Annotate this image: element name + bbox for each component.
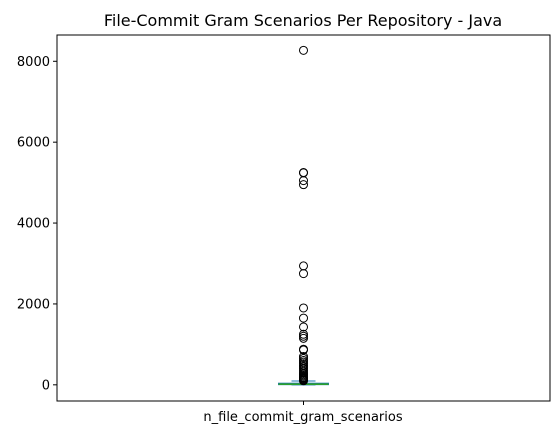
y-tick-label: 6000	[17, 136, 50, 151]
plot-area	[56, 34, 551, 405]
outlier-point	[299, 331, 308, 341]
outlier-point	[299, 376, 308, 386]
outlier-point	[299, 303, 308, 313]
outlier-point	[299, 168, 308, 178]
y-tick-label: 4000	[17, 217, 50, 232]
outlier-point	[299, 176, 308, 186]
outlier-point	[299, 322, 308, 332]
outlier-point	[299, 45, 308, 55]
outlier-point	[299, 333, 308, 343]
chart-title: File-Commit Gram Scenarios Per Repositor…	[104, 11, 502, 30]
outlier-point	[299, 313, 308, 323]
outlier-point	[299, 180, 308, 190]
y-tick-label: 2000	[17, 297, 50, 312]
y-tick-label: 0	[42, 378, 50, 393]
outlier-point	[299, 269, 308, 279]
y-axis: 0 2000 4000 6000 8000	[17, 55, 57, 393]
y-tick-label: 8000	[17, 55, 50, 70]
x-tick-label: n_file_commit_gram_scenarios	[203, 410, 402, 425]
outlier-point	[299, 261, 308, 271]
